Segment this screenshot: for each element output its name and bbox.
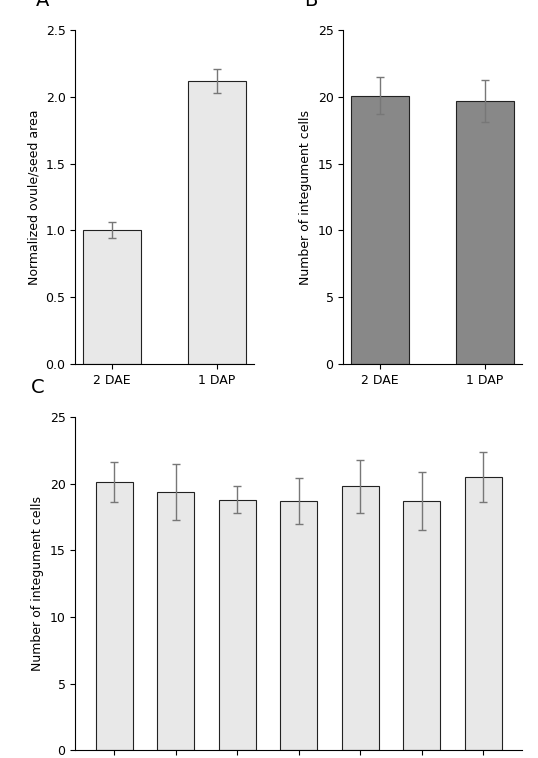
Bar (465, 477, 501, 750)
Text: A: A (36, 0, 49, 11)
Bar (456, 101, 514, 364)
Y-axis label: Number of integument cells: Number of integument cells (31, 496, 44, 671)
Y-axis label: Normalized ovule/seed area: Normalized ovule/seed area (27, 109, 40, 285)
Bar (280, 501, 317, 750)
Text: C: C (31, 378, 44, 397)
Bar (342, 487, 379, 750)
Bar (188, 81, 246, 364)
Bar (83, 230, 141, 364)
Bar (96, 482, 132, 750)
Bar (218, 500, 256, 750)
Bar (403, 501, 440, 750)
Bar (157, 492, 194, 750)
Y-axis label: Number of integument cells: Number of integument cells (299, 110, 312, 284)
Bar (351, 96, 409, 364)
Text: B: B (304, 0, 317, 11)
